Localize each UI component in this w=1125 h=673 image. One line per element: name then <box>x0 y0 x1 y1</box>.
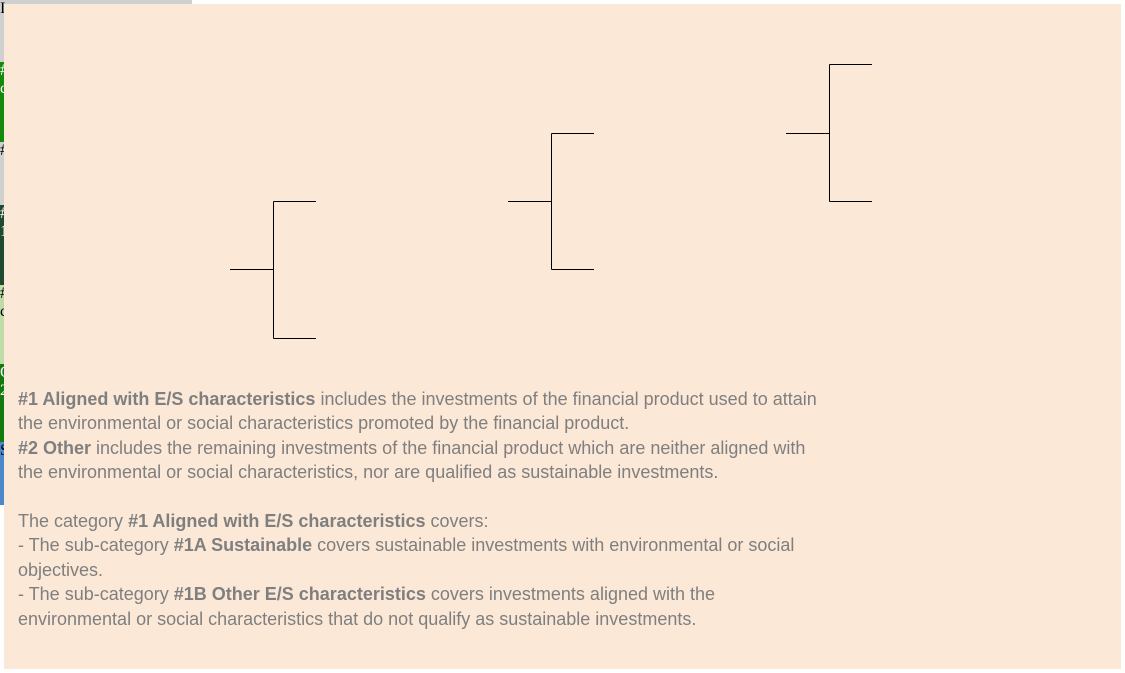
text-line: - The sub-category #1A Sustainable cover… <box>18 535 794 556</box>
connector <box>786 64 872 202</box>
text: the environmental or social characterist… <box>18 462 719 483</box>
text: The category <box>18 511 129 531</box>
text: the environmental or social characterist… <box>18 413 630 434</box>
connectors <box>230 64 872 339</box>
bold-text: #1A Sustainable <box>173 535 313 556</box>
text-line: objectives. <box>18 560 103 581</box>
text: covers sustainable investments with envi… <box>312 535 795 556</box>
panel <box>4 4 1121 669</box>
text: includes the investments of the financia… <box>315 389 817 409</box>
text: includes the remaining investments of th… <box>91 437 806 458</box>
text-line: The category #1 Aligned with E/S charact… <box>18 511 489 532</box>
text: - The sub-category <box>18 584 174 605</box>
bold-text: #1B Other E/S characteristics <box>173 584 426 605</box>
text-line: #1 Aligned with E/S characteristics incl… <box>18 389 817 410</box>
text-line: - The sub-category #1B Other E/S charact… <box>18 584 715 605</box>
text-line: the environmental or social characterist… <box>18 462 718 483</box>
connector <box>230 201 316 339</box>
text: environmental or social characteristics … <box>18 608 697 629</box>
text: objectives. <box>18 559 104 580</box>
bold-text: #1 Aligned with E/S characteristics <box>18 389 316 409</box>
text-line: environmental or social characteristics … <box>18 609 696 630</box>
text-line: #2 Other includes the remaining investme… <box>18 438 805 459</box>
connector <box>508 133 594 270</box>
text: covers investments aligned with the <box>425 584 716 605</box>
bold-text: #1 Aligned with E/S characteristics <box>128 511 426 531</box>
text-line: the environmental or social characterist… <box>18 413 629 434</box>
text: covers: <box>425 511 489 531</box>
bold-text: #2 Other <box>18 437 92 458</box>
text: - The sub-category <box>18 535 174 556</box>
